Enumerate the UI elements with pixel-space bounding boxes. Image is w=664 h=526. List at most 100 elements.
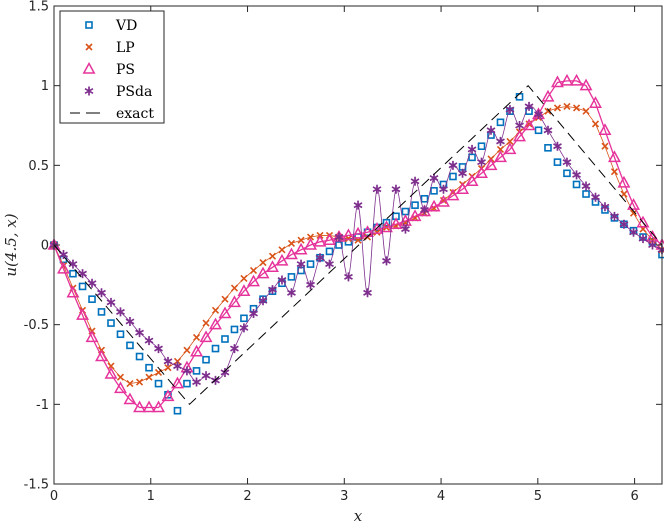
data-point-lp [582, 107, 590, 115]
data-point-psda [391, 184, 401, 194]
data-point-psda [315, 253, 325, 263]
data-point-ps [484, 158, 498, 171]
data-point-ps [370, 222, 384, 234]
data-point-vd [173, 406, 182, 415]
data-point-lp [572, 104, 581, 112]
data-point-lp [268, 252, 277, 260]
data-point-lp [506, 137, 514, 145]
data-point-psda [173, 361, 182, 371]
legend-label-psda: PSda [116, 84, 152, 100]
data-point-ps [190, 344, 204, 357]
data-point-vd [572, 180, 581, 189]
y-tick-label: -1.5 [24, 478, 49, 493]
tick-layer: 0 1 2 3 4 5 6 -1.5 -1 -0.5 0 0.5 1 1.5 [24, 0, 662, 504]
data-point-psda [59, 250, 68, 260]
data-point-lp [240, 274, 248, 283]
data-point-psda [296, 259, 306, 269]
data-point-psda [600, 202, 610, 212]
data-point-ps [95, 349, 108, 362]
data-point-psda [467, 144, 477, 154]
data-point-psda [458, 168, 467, 178]
data-point-psda [610, 211, 619, 221]
data-point-lp [591, 120, 600, 128]
data-point-ps [304, 237, 317, 250]
data-point-psda [363, 288, 372, 298]
data-point-ps [560, 73, 574, 86]
data-point-ps [494, 150, 507, 163]
data-point-psda [230, 344, 239, 354]
data-point-psda [154, 344, 163, 354]
data-point-psda [182, 366, 192, 376]
data-point-psda [277, 275, 287, 285]
data-point-ps [313, 234, 327, 247]
data-point-ps [66, 285, 80, 298]
data-point-lp [164, 364, 172, 372]
data-point-vd [544, 144, 552, 152]
data-point-psda [97, 288, 106, 298]
data-point-psda [220, 367, 230, 377]
data-point-lp [249, 266, 258, 275]
x-axis-label: x [354, 507, 363, 525]
y-tick-label: -1 [36, 398, 49, 413]
legend-marker-lp [85, 43, 93, 51]
data-point-lp [629, 209, 638, 217]
legend-box [59, 10, 165, 124]
data-point-psda [477, 157, 486, 167]
data-point-ps [608, 150, 621, 163]
data-point-lp [297, 236, 305, 244]
data-point-ps [152, 400, 165, 413]
data-point-ps [171, 376, 184, 389]
data-point-ps [446, 188, 460, 201]
data-point-lp [525, 120, 533, 128]
data-point-psda [201, 371, 211, 381]
data-point-psda [448, 160, 458, 170]
data-point-psda [638, 234, 648, 244]
data-point-vd [88, 295, 96, 303]
data-point-vd [325, 247, 334, 256]
data-point-vd [477, 142, 486, 151]
data-point-psda [572, 170, 581, 180]
data-point-ps [341, 228, 355, 241]
legend: VD LP PS PSda exact [59, 10, 165, 124]
data-point-psda [163, 356, 173, 366]
data-point-ps [228, 295, 241, 308]
data-point-lp [544, 107, 552, 115]
data-point-psda [401, 224, 410, 234]
data-point-psda [591, 192, 600, 202]
data-point-ps [541, 89, 555, 102]
data-point-psda [410, 176, 420, 186]
data-point-ps [389, 217, 403, 230]
data-point-ps [114, 381, 127, 394]
data-point-vd [420, 194, 429, 203]
x-tick-label: 1 [147, 489, 155, 504]
data-point-vd [154, 379, 163, 388]
data-point-lp [126, 380, 134, 388]
data-point-ps [627, 198, 640, 210]
data-point-lp [344, 235, 353, 243]
data-point-vd [449, 172, 457, 181]
data-point-psda [420, 205, 429, 215]
data-point-vd [430, 187, 438, 195]
x-tick-label: 6 [630, 489, 638, 504]
data-point-ps [351, 226, 365, 239]
data-point-ps [617, 175, 631, 188]
legend-label-exact: exact [116, 106, 154, 122]
data-point-psda [249, 309, 258, 319]
data-point-psda [486, 125, 496, 135]
data-point-vd [582, 190, 590, 198]
data-point-ps [284, 247, 298, 260]
data-point-lp [563, 102, 571, 110]
data-point-psda [534, 109, 543, 119]
data-point-ps [85, 330, 99, 343]
data-point-ps [503, 142, 517, 155]
data-point-vd [202, 355, 210, 364]
data-point-vd [135, 352, 144, 361]
data-point-ps [142, 400, 156, 413]
legend-markers [70, 21, 100, 114]
data-point-ps [133, 400, 147, 413]
data-point-lp [287, 239, 296, 247]
data-point-ps [427, 199, 441, 212]
data-point-psda [429, 173, 439, 183]
data-point-ps [209, 317, 222, 330]
